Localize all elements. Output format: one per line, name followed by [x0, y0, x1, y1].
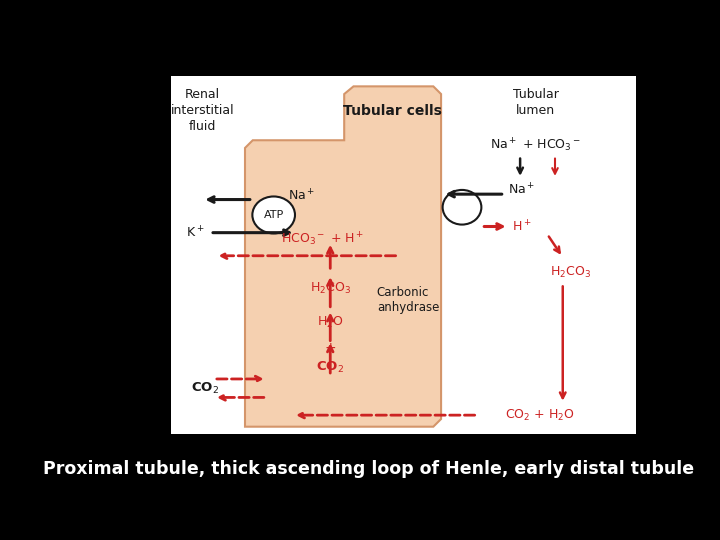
Text: H$_2$O: H$_2$O	[317, 315, 343, 330]
Ellipse shape	[253, 197, 295, 233]
Text: CO$_2$: CO$_2$	[316, 360, 344, 375]
Ellipse shape	[443, 190, 482, 225]
Text: Tubular
lumen: Tubular lumen	[513, 88, 559, 117]
Text: HCO$_3$$^-$ + H$^+$: HCO$_3$$^-$ + H$^+$	[281, 231, 364, 248]
Text: Na$^+$ + HCO$_3$$^-$: Na$^+$ + HCO$_3$$^-$	[490, 137, 581, 154]
Text: K$^+$: K$^+$	[186, 225, 204, 240]
Text: Carbonic
anhydrase: Carbonic anhydrase	[377, 286, 439, 314]
Bar	[171, 76, 636, 434]
Text: H$_2$CO$_3$: H$_2$CO$_3$	[310, 281, 351, 296]
Polygon shape	[245, 86, 441, 427]
Text: Renal
interstitial
fluid: Renal interstitial fluid	[171, 88, 234, 133]
Text: H$_2$CO$_3$: H$_2$CO$_3$	[550, 265, 591, 280]
Text: Proximal tubule, thick ascending loop of Henle, early distal tubule: Proximal tubule, thick ascending loop of…	[43, 460, 695, 478]
Text: Na$^+$: Na$^+$	[287, 188, 315, 204]
Text: +: +	[325, 341, 336, 355]
Text: H$^+$: H$^+$	[513, 219, 532, 234]
Text: ATP: ATP	[264, 210, 284, 220]
Text: Na$^+$: Na$^+$	[508, 183, 536, 198]
Text: CO$_2$ + H$_2$O: CO$_2$ + H$_2$O	[505, 408, 575, 423]
Text: CO$_2$: CO$_2$	[191, 381, 219, 396]
Text: Tubular cells: Tubular cells	[343, 104, 441, 118]
